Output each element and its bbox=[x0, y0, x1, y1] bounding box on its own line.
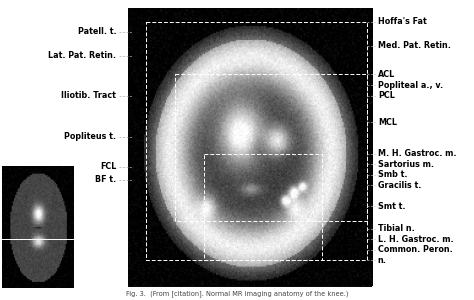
Text: Gracilis t.: Gracilis t. bbox=[378, 181, 421, 190]
Text: Tibial n.: Tibial n. bbox=[378, 224, 415, 233]
Text: n.: n. bbox=[378, 256, 387, 265]
Text: Med. Pat. Retin.: Med. Pat. Retin. bbox=[378, 41, 451, 50]
Text: Smt t.: Smt t. bbox=[378, 202, 405, 211]
Text: Patell. t.: Patell. t. bbox=[78, 27, 116, 36]
Text: PCL: PCL bbox=[378, 92, 395, 100]
Text: Popliteal a., v.: Popliteal a., v. bbox=[378, 81, 443, 90]
Bar bbox=[204, 154, 322, 260]
Text: Lat. Pat. Retin.: Lat. Pat. Retin. bbox=[48, 51, 116, 60]
Bar bbox=[2, 167, 73, 288]
Text: MCL: MCL bbox=[378, 118, 397, 127]
Bar bbox=[146, 22, 367, 260]
Bar bbox=[175, 74, 367, 220]
Text: Iliotib. Tract: Iliotib. Tract bbox=[61, 92, 116, 100]
Text: ACL: ACL bbox=[378, 70, 395, 79]
Text: Fig. 3.  (From [citation]. Normal MR imaging anatomy of the knee.): Fig. 3. (From [citation]. Normal MR imag… bbox=[126, 290, 348, 297]
Bar bbox=[128, 9, 372, 286]
Text: L. H. Gastroc. m.: L. H. Gastroc. m. bbox=[378, 235, 454, 244]
Text: FCL: FCL bbox=[100, 162, 116, 171]
Text: Popliteus t.: Popliteus t. bbox=[64, 132, 116, 141]
Text: Hoffa's Fat: Hoffa's Fat bbox=[378, 17, 427, 26]
Text: M. H. Gastroc. m.: M. H. Gastroc. m. bbox=[378, 149, 456, 158]
Text: Sartorius m.: Sartorius m. bbox=[378, 160, 434, 169]
Text: Common. Peron.: Common. Peron. bbox=[378, 245, 453, 254]
Text: BF t.: BF t. bbox=[95, 176, 116, 184]
Text: Smb t.: Smb t. bbox=[378, 170, 407, 179]
